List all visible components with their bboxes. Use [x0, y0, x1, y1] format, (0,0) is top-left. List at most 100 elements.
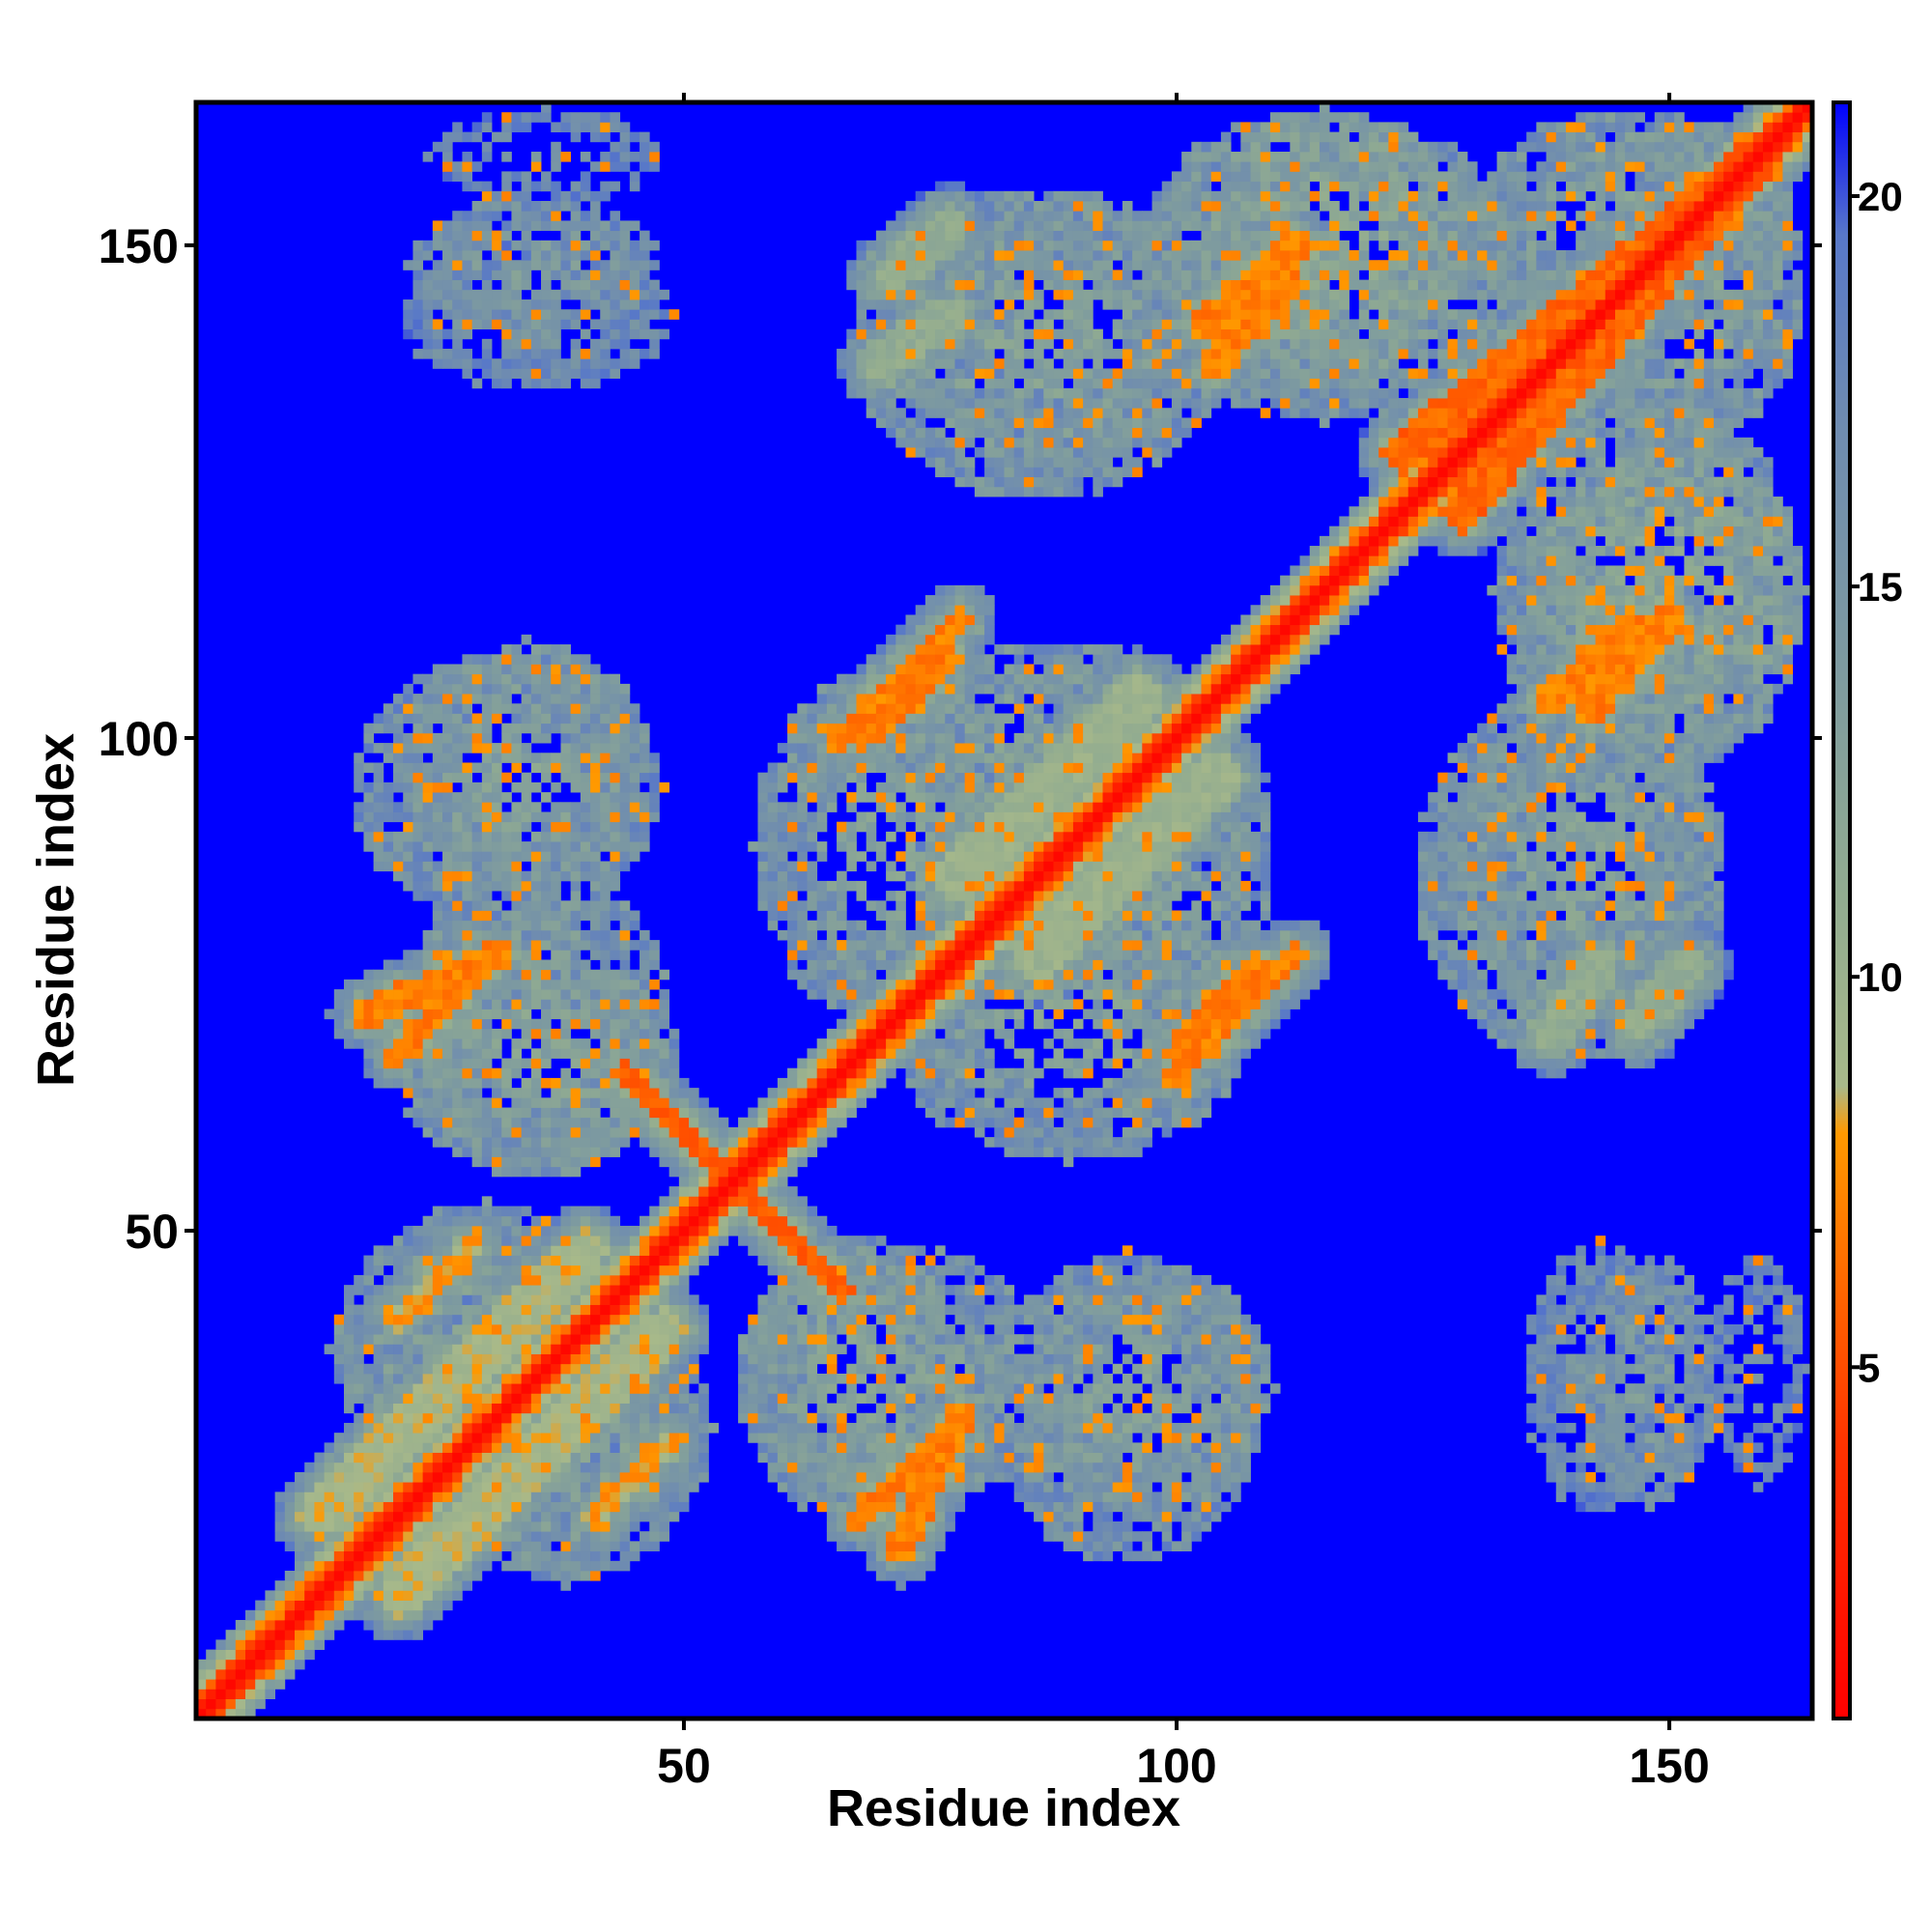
heatmap-cell	[600, 1373, 611, 1384]
heatmap-cell	[560, 861, 572, 872]
heatmap-cell	[511, 841, 523, 852]
heatmap-cell	[875, 408, 887, 418]
heatmap-cell	[787, 762, 798, 774]
heatmap-cell	[215, 1689, 226, 1699]
heatmap-cell	[501, 1383, 512, 1394]
heatmap-cell	[393, 1462, 404, 1473]
heatmap-cell	[600, 190, 611, 202]
heatmap-cell	[462, 1363, 473, 1375]
heatmap-cell	[837, 1304, 847, 1316]
heatmap-cell	[383, 861, 394, 872]
heatmap-cell	[905, 201, 917, 212]
heatmap-cell	[915, 1570, 926, 1581]
heatmap-cell	[659, 1245, 670, 1256]
heatmap-cell	[629, 1126, 640, 1138]
heatmap-cell	[471, 1156, 483, 1168]
heatmap-cell	[442, 289, 453, 300]
heatmap-cell	[393, 1245, 404, 1256]
heatmap-cell	[915, 1304, 926, 1316]
heatmap-cell	[895, 1580, 906, 1591]
heatmap-cell	[432, 1137, 443, 1148]
heatmap-cell	[511, 171, 523, 183]
heatmap-cell	[886, 1285, 896, 1295]
heatmap-cell	[452, 762, 463, 774]
heatmap-cell	[403, 1570, 413, 1581]
heatmap-cell	[777, 1314, 788, 1325]
heatmap-cell	[462, 1264, 473, 1276]
heatmap-cell	[639, 289, 650, 300]
heatmap-cell	[481, 1117, 493, 1128]
heatmap-cell	[383, 1373, 394, 1384]
heatmap-cell	[866, 900, 877, 911]
heatmap-cell	[551, 920, 561, 931]
heatmap-cell	[787, 1363, 798, 1375]
heatmap-cell	[442, 664, 453, 675]
heatmap-cell	[886, 1274, 896, 1286]
heatmap-cell	[807, 1363, 818, 1375]
heatmap-cell	[659, 1088, 670, 1098]
heatmap-cell	[915, 605, 926, 615]
heatmap-cell	[875, 1452, 887, 1463]
heatmap-cell	[629, 792, 640, 803]
heatmap-cell	[432, 1531, 443, 1542]
heatmap-cell	[422, 1560, 434, 1572]
heatmap-cell	[639, 950, 650, 960]
heatmap-cell	[816, 900, 828, 911]
heatmap-cell	[924, 338, 936, 350]
heatmap-cell	[668, 1186, 680, 1197]
heatmap-cell	[757, 870, 769, 882]
heatmap-cell	[895, 1452, 906, 1463]
heatmap-cell	[668, 1137, 680, 1148]
heatmap-cell	[324, 1482, 335, 1492]
heatmap-cell	[560, 368, 572, 380]
heatmap-cell	[915, 201, 926, 212]
heatmap-cell	[846, 989, 857, 1000]
heatmap-cell	[570, 753, 582, 763]
heatmap-cell	[639, 1126, 650, 1138]
heatmap-cell	[462, 1285, 473, 1295]
heatmap-cell	[481, 1363, 493, 1375]
heatmap-cell	[659, 1018, 670, 1030]
heatmap-cell	[590, 732, 601, 744]
heatmap-cell	[924, 1038, 936, 1049]
heatmap-cell	[462, 900, 473, 911]
heatmap-cell	[580, 969, 591, 980]
heatmap-cell	[521, 1206, 532, 1217]
heatmap-cell	[501, 338, 512, 350]
heatmap-cell	[481, 732, 493, 744]
heatmap-cell	[432, 1038, 443, 1049]
heatmap-cell	[206, 1698, 216, 1710]
heatmap-cell	[610, 781, 621, 793]
heatmap-cell	[560, 989, 572, 1000]
heatmap-cell	[610, 1264, 621, 1276]
heatmap-cell	[659, 1412, 670, 1424]
heatmap-cell	[826, 762, 838, 774]
heatmap-cell	[639, 279, 650, 291]
heatmap-cell	[580, 152, 591, 162]
heatmap-cell	[886, 999, 896, 1009]
heatmap-cell	[560, 1018, 572, 1030]
heatmap-cell	[521, 250, 532, 261]
heatmap-cell	[570, 1363, 582, 1375]
heatmap-cell	[748, 1137, 758, 1148]
heatmap-cell	[481, 1462, 493, 1473]
heatmap-cell	[610, 1117, 621, 1128]
heatmap-cell	[462, 1107, 473, 1119]
heatmap-cell	[600, 1117, 611, 1128]
heatmap-cell	[530, 1492, 542, 1502]
heatmap-cell	[422, 1600, 434, 1611]
heatmap-cell	[344, 1541, 355, 1551]
heatmap-cell	[875, 1294, 887, 1305]
heatmap-cell	[501, 999, 512, 1009]
heatmap-cell	[924, 969, 936, 980]
heatmap-cell	[826, 743, 838, 753]
heatmap-cell	[767, 1314, 779, 1325]
heatmap-cell	[767, 1363, 779, 1375]
heatmap-cell	[344, 1018, 355, 1030]
heatmap-cell	[659, 1403, 670, 1414]
heatmap-cell	[807, 1107, 818, 1119]
heatmap-cell	[521, 358, 532, 369]
heatmap-cell	[333, 1590, 345, 1601]
heatmap-cell	[580, 1314, 591, 1325]
heatmap-cell	[935, 1383, 946, 1394]
